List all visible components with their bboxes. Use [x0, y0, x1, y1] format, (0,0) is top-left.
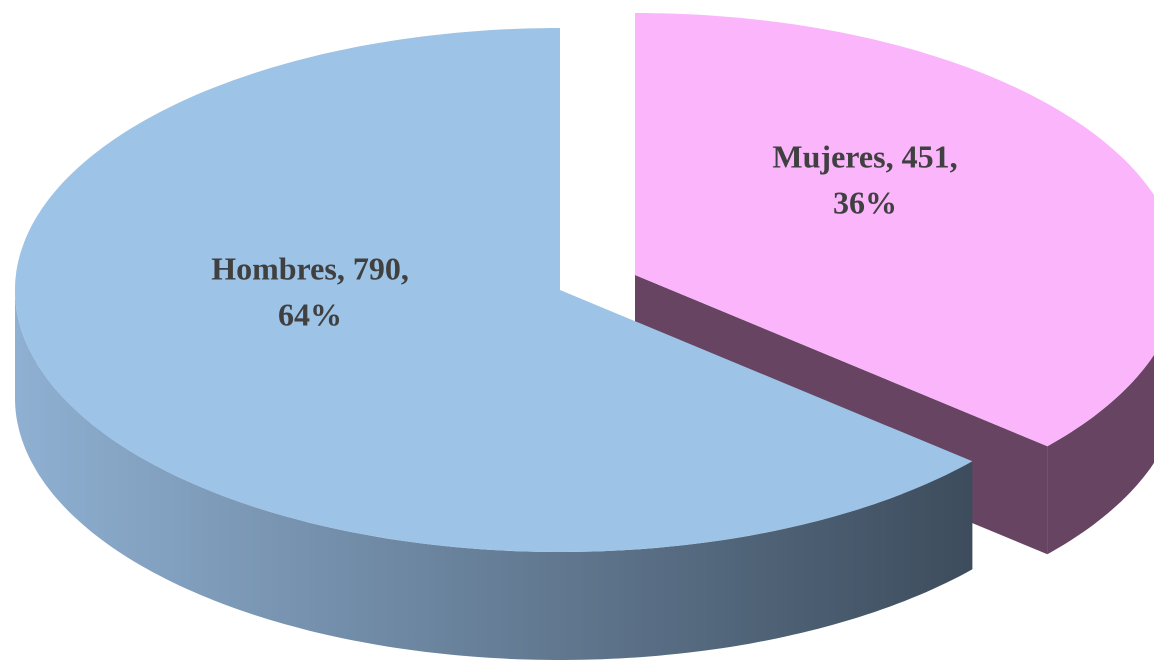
slice [635, 13, 1154, 447]
slice [15, 28, 973, 552]
data-label: 36% [833, 184, 897, 220]
data-label: Hombres, 790, [211, 250, 409, 286]
data-label: 64% [278, 296, 342, 332]
data-label: Mujeres, 451, [772, 138, 957, 174]
slice-wall [15, 290, 973, 660]
slice-wall [1047, 354, 1154, 555]
